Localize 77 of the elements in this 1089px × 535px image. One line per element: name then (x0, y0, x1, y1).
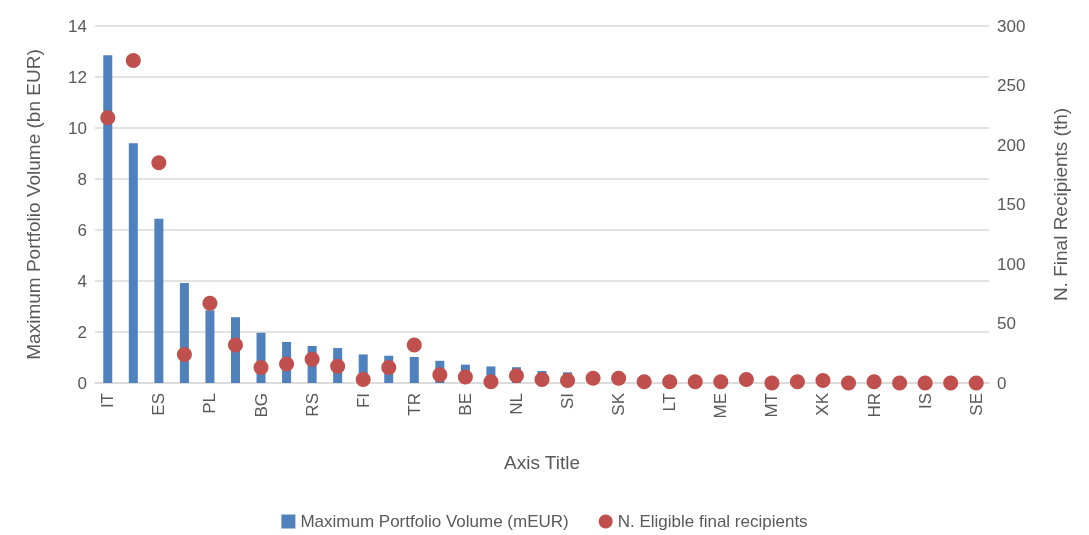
point (279, 356, 295, 372)
point (841, 375, 857, 391)
point (585, 370, 601, 386)
legend-label: Maximum Portfolio Volume (mEUR) (300, 512, 569, 531)
y2-tick-label: 250 (997, 76, 1026, 95)
y2-tick-label: 0 (997, 373, 1007, 393)
y2-tick-label: 50 (997, 314, 1016, 333)
point (100, 110, 116, 126)
point (968, 375, 984, 391)
y-tick-label: 14 (68, 16, 87, 36)
y-tick-label: 2 (77, 322, 87, 342)
legend-label: N. Eligible final recipients (617, 512, 808, 531)
y-tick-label: 4 (77, 271, 87, 291)
point (483, 374, 499, 390)
point (304, 351, 320, 367)
point (636, 374, 652, 390)
y-tick-label: 6 (77, 220, 87, 240)
point (789, 374, 805, 390)
point (432, 367, 448, 383)
y2-tick-label: 150 (997, 195, 1026, 214)
y-tick-label: 10 (68, 118, 87, 138)
x-tick-label: BG (251, 393, 271, 418)
point (406, 337, 422, 353)
x-tick-label: NL (506, 393, 526, 415)
x-tick-label: BE (455, 393, 475, 416)
x-tick-label: FI (353, 393, 373, 409)
point (176, 346, 192, 362)
point (815, 373, 831, 389)
y-tick-label: 8 (77, 169, 87, 189)
point (202, 295, 218, 311)
x-tick-label: MT (762, 393, 782, 418)
bar (154, 218, 164, 383)
y2-tick-label: 200 (997, 135, 1026, 155)
point (662, 374, 678, 390)
y2-tick-label: 100 (997, 254, 1026, 274)
x-tick-label: LT (660, 393, 680, 412)
point (764, 375, 780, 391)
y-tick-label: 0 (77, 373, 87, 393)
point (330, 358, 346, 374)
x-axis-title: Axis Title (503, 452, 581, 473)
x-tick-label: IS (915, 393, 935, 410)
x-tick-label: RS (302, 393, 322, 417)
x-tick-label: PL (200, 393, 220, 414)
point (943, 375, 959, 391)
y-axis-title: Maximum Portfolio Volume (bn EUR) (23, 49, 44, 360)
x-tick-label: IT (98, 393, 118, 409)
point (228, 337, 243, 353)
x-tick-label: XK (813, 392, 833, 416)
point (457, 369, 473, 385)
bar (205, 310, 215, 383)
point (151, 155, 167, 171)
x-tick-label: SK (609, 392, 629, 416)
bar (409, 356, 419, 383)
bar (103, 55, 113, 383)
point (355, 371, 371, 387)
x-tick-label: HR (864, 393, 884, 418)
x-tick-label: ES (149, 393, 169, 416)
point (713, 374, 729, 390)
y2-axis-title: N. Final Recipients (th) (1050, 107, 1071, 302)
bar (128, 143, 138, 383)
y-tick-label: 12 (68, 67, 87, 87)
x-tick-label: SI (558, 393, 578, 410)
point (738, 371, 754, 387)
point (917, 375, 933, 391)
point (687, 374, 703, 390)
x-tick-label: TR (404, 393, 424, 416)
point (611, 370, 627, 386)
point (253, 360, 269, 376)
x-tick-label: ME (711, 393, 731, 419)
point (866, 374, 882, 390)
point (125, 53, 141, 69)
point (560, 373, 576, 389)
point (381, 360, 397, 376)
x-tick-label: SE (966, 393, 986, 416)
point (892, 375, 908, 391)
point (534, 371, 550, 387)
y2-tick-label: 300 (997, 16, 1026, 36)
